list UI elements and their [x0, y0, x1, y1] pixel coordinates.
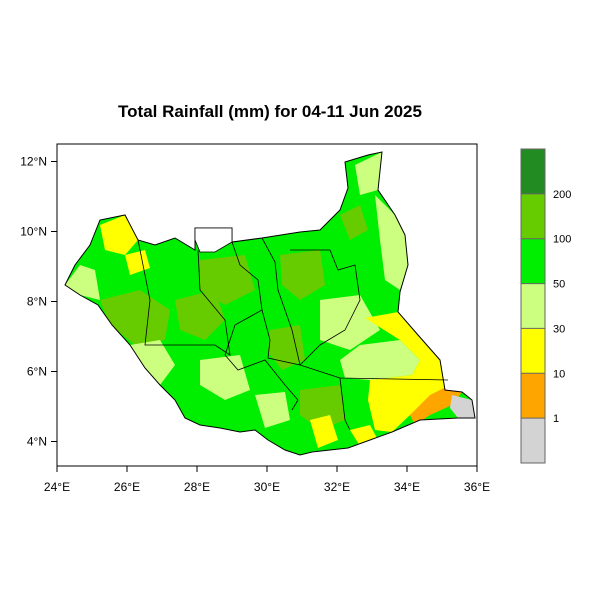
legend-swatch: [521, 193, 545, 239]
legend-swatch: [521, 418, 545, 463]
legend-label: 1: [553, 413, 559, 425]
abyei-area: [194, 227, 233, 253]
legend-swatch: [521, 373, 545, 419]
legend-label: 10: [553, 368, 565, 380]
legend-swatch: [521, 238, 545, 284]
legend-swatch: [521, 283, 545, 329]
legend: 1 10 30 50 100 200: [520, 148, 571, 464]
legend-label: 100: [553, 234, 571, 246]
x-axis: 24°E 26°E 28°E 30°E 32°E 34°E 36°E: [44, 466, 490, 494]
legend-swatch: [521, 149, 545, 194]
map-title: Total Rainfall (mm) for 04-11 Jun 2025: [118, 102, 422, 121]
x-tick-label: 24°E: [44, 480, 70, 494]
legend-label: 200: [553, 189, 571, 201]
y-tick-label: 10°N: [20, 225, 47, 239]
state-boundaries: [137, 237, 449, 431]
y-tick-label: 12°N: [20, 155, 47, 169]
x-tick-label: 34°E: [394, 480, 420, 494]
y-axis: 4°N 6°N 8°N 10°N 12°N: [20, 155, 57, 449]
y-tick-label: 4°N: [27, 435, 47, 449]
x-tick-label: 36°E: [464, 480, 490, 494]
x-tick-label: 28°E: [184, 480, 210, 494]
y-tick-label: 6°N: [27, 365, 47, 379]
x-tick-label: 30°E: [254, 480, 280, 494]
legend-frame: [520, 148, 546, 464]
legend-label: 50: [553, 279, 565, 291]
y-tick-label: 8°N: [27, 295, 47, 309]
legend-swatch: [521, 328, 545, 374]
x-tick-label: 26°E: [114, 480, 140, 494]
legend-label: 30: [553, 323, 565, 335]
x-tick-label: 32°E: [324, 480, 350, 494]
